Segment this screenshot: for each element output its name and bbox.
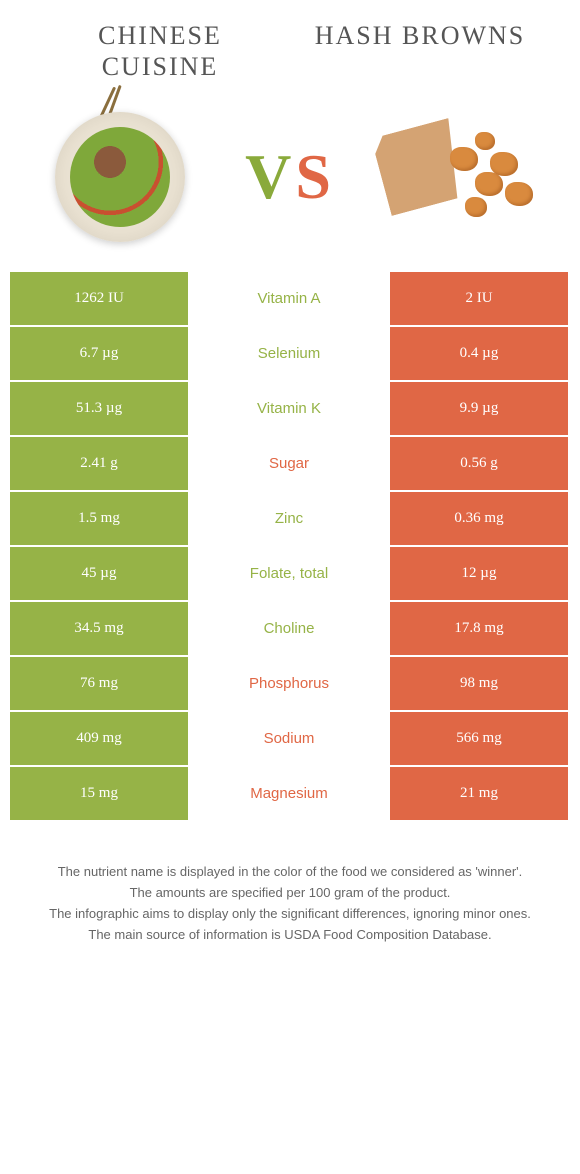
nutrient-name-cell: Sodium [190, 712, 390, 767]
infographic-container: CHINESE CUISINE HASH BROWNS VS 1262 IUVi… [0, 0, 580, 966]
nutrient-name-cell: Selenium [190, 327, 390, 382]
left-food-image [40, 107, 200, 247]
right-value-cell: 21 mg [390, 767, 570, 822]
left-value-cell: 1.5 mg [10, 492, 190, 547]
header-row: CHINESE CUISINE HASH BROWNS [10, 20, 570, 92]
right-value-cell: 0.36 mg [390, 492, 570, 547]
left-value-cell: 76 mg [10, 657, 190, 712]
left-value-cell: 409 mg [10, 712, 190, 767]
left-value-cell: 15 mg [10, 767, 190, 822]
vs-letter-s: S [295, 141, 335, 212]
footnote-line: The nutrient name is displayed in the co… [30, 862, 550, 883]
table-row: 409 mgSodium566 mg [10, 712, 570, 767]
left-value-cell: 34.5 mg [10, 602, 190, 657]
footnote-line: The infographic aims to display only the… [30, 904, 550, 925]
table-row: 76 mgPhosphorus98 mg [10, 657, 570, 712]
vs-letter-v: V [245, 141, 295, 212]
left-value-cell: 2.41 g [10, 437, 190, 492]
images-row: VS [10, 92, 570, 272]
right-value-cell: 98 mg [390, 657, 570, 712]
table-row: 51.3 µgVitamin K9.9 µg [10, 382, 570, 437]
footnote-line: The amounts are specified per 100 gram o… [30, 883, 550, 904]
vs-label: VS [245, 140, 335, 214]
nutrient-name-cell: Choline [190, 602, 390, 657]
footnote-line: The main source of information is USDA F… [30, 925, 550, 946]
right-value-cell: 12 µg [390, 547, 570, 602]
bowl-icon [55, 112, 185, 242]
nutrient-name-cell: Sugar [190, 437, 390, 492]
nutrient-name-cell: Zinc [190, 492, 390, 547]
nutrient-table: 1262 IUVitamin A2 IU6.7 µgSelenium0.4 µg… [10, 272, 570, 822]
nutrient-name-cell: Vitamin K [190, 382, 390, 437]
right-value-cell: 0.56 g [390, 437, 570, 492]
right-value-cell: 0.4 µg [390, 327, 570, 382]
right-value-cell: 566 mg [390, 712, 570, 767]
right-value-cell: 17.8 mg [390, 602, 570, 657]
nutrient-name-cell: Phosphorus [190, 657, 390, 712]
table-row: 1.5 mgZinc0.36 mg [10, 492, 570, 547]
table-row: 1262 IUVitamin A2 IU [10, 272, 570, 327]
left-food-title: CHINESE CUISINE [43, 20, 277, 82]
right-food-title: HASH BROWNS [303, 20, 537, 51]
table-row: 2.41 gSugar0.56 g [10, 437, 570, 492]
left-value-cell: 51.3 µg [10, 382, 190, 437]
left-value-cell: 1262 IU [10, 272, 190, 327]
hashbrowns-icon [380, 117, 540, 237]
left-value-cell: 45 µg [10, 547, 190, 602]
nutrient-name-cell: Vitamin A [190, 272, 390, 327]
footnotes: The nutrient name is displayed in the co… [10, 862, 570, 945]
nutrient-name-cell: Folate, total [190, 547, 390, 602]
table-row: 15 mgMagnesium21 mg [10, 767, 570, 822]
left-value-cell: 6.7 µg [10, 327, 190, 382]
table-row: 6.7 µgSelenium0.4 µg [10, 327, 570, 382]
right-value-cell: 2 IU [390, 272, 570, 327]
table-row: 45 µgFolate, total12 µg [10, 547, 570, 602]
right-food-image [380, 107, 540, 247]
nutrient-name-cell: Magnesium [190, 767, 390, 822]
table-row: 34.5 mgCholine17.8 mg [10, 602, 570, 657]
right-value-cell: 9.9 µg [390, 382, 570, 437]
